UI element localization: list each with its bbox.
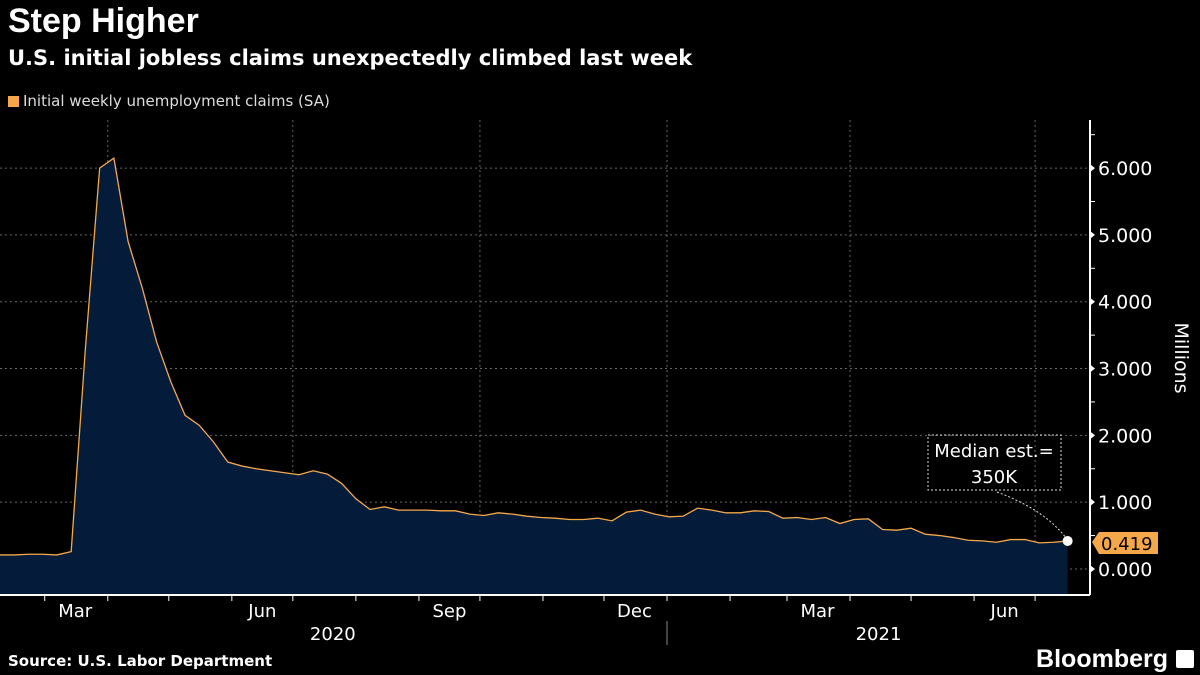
series-line: [0, 156, 1068, 556]
y-tick-label: 6.000: [1098, 158, 1152, 180]
y-tick: [1090, 498, 1095, 507]
source-note: Source: U.S. Labor Department: [8, 652, 273, 670]
last-value-badge: 0.419: [1092, 532, 1158, 555]
y-tick: [1090, 164, 1095, 173]
bloomberg-logo: Bloomberg: [1036, 645, 1168, 673]
y-axis-label: Millions: [1170, 322, 1192, 393]
y-tick-label: 0.000: [1098, 559, 1152, 581]
x-tick-label: Dec: [617, 601, 652, 622]
x-tick-label: Mar: [58, 601, 93, 622]
legend: Initial weekly unemployment claims (SA): [8, 92, 330, 110]
x-tick-label: Mar: [801, 601, 836, 622]
y-tick-label: 4.000: [1098, 292, 1152, 314]
y-tick: [1090, 431, 1095, 440]
y-tick-label: 5.000: [1098, 225, 1152, 247]
last-value-label: 0.419: [1101, 534, 1153, 555]
y-tick: [1090, 230, 1095, 239]
y-tick: [1090, 364, 1095, 373]
year-label: 2021: [856, 624, 902, 645]
y-tick: [1090, 564, 1095, 573]
x-tick-label: Jun: [990, 601, 1019, 622]
y-tick-label: 2.000: [1098, 425, 1152, 447]
legend-swatch: [8, 95, 19, 107]
chart-title: Step Higher: [8, 2, 199, 40]
y-tick-label: 3.000: [1098, 359, 1152, 381]
x-tick-label: Sep: [432, 601, 466, 622]
marks: [1062, 535, 1073, 546]
bloomberg-chart-icon: [1176, 650, 1194, 668]
annotation-line1: Median est.=: [934, 441, 1054, 462]
annotation: Median est.= 350K: [927, 434, 1067, 539]
chart-subtitle: U.S. initial jobless claims unexpectedly…: [8, 46, 693, 70]
x-tick-label: Jun: [247, 601, 276, 622]
legend-label: Initial weekly unemployment claims (SA): [23, 92, 330, 110]
axes: 0.000 1.000 2.000 3.000 4.000 5.000 6.000 Mar Ju…: [0, 120, 1152, 645]
annotation-line2: 350K: [971, 467, 1018, 488]
y-tick-label: 1.000: [1098, 492, 1152, 514]
series-area: [0, 158, 1068, 595]
y-tick: [1090, 297, 1095, 306]
last-data-point: [1062, 535, 1073, 546]
year-label: 2020: [310, 624, 356, 645]
